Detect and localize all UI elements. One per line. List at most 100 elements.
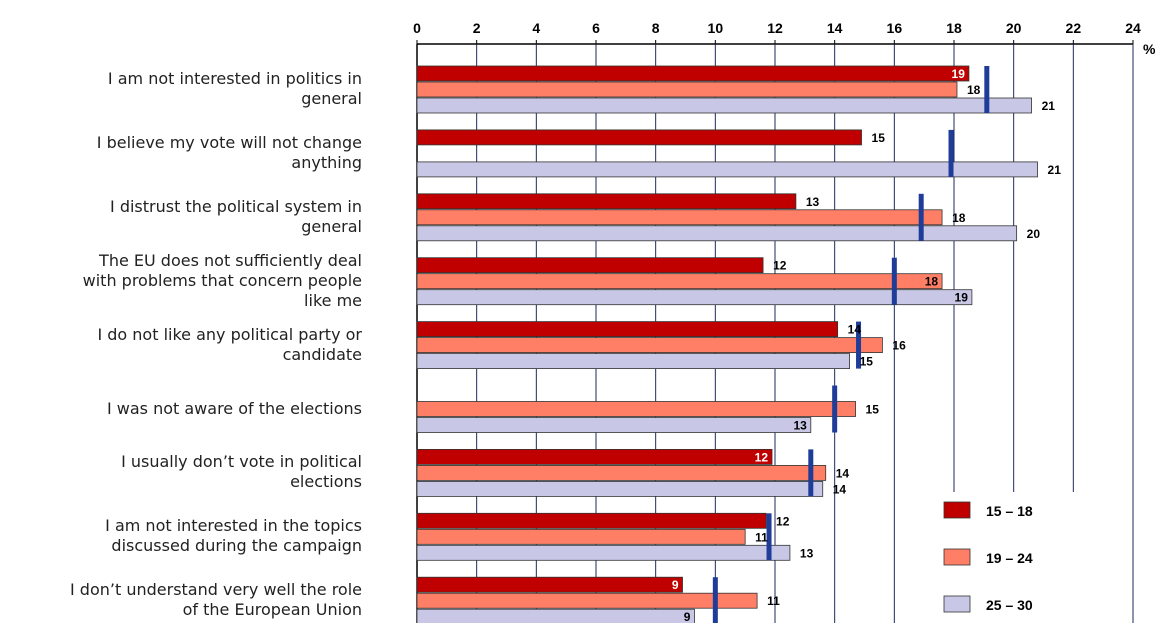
- value-label: 11: [767, 594, 780, 608]
- legend-label: 19 – 24: [986, 550, 1033, 566]
- average-marker: [918, 193, 924, 241]
- legend-swatch: [943, 595, 971, 613]
- value-label: 15: [860, 355, 874, 369]
- bar: [416, 480, 824, 497]
- x-tick-label: 4: [532, 20, 540, 36]
- value-label: 14: [848, 323, 862, 337]
- bar: [416, 81, 958, 98]
- category-label: I am not interested in the topics discuss…: [0, 516, 362, 556]
- bar: [416, 193, 797, 210]
- category-label-line: I don’t understand very well the role: [70, 580, 362, 600]
- legend-label: 15 – 18: [986, 503, 1033, 519]
- value-label: 15: [872, 131, 886, 145]
- category-label-line: elections: [290, 472, 362, 492]
- value-label: 19: [952, 67, 966, 81]
- tick-labels-layer: 0 2 4 6 8 10 12 14 16 18 20 22 24: [413, 20, 1141, 36]
- average-marker: [766, 513, 772, 561]
- average-marker: [856, 321, 862, 369]
- x-tick-label: 0: [413, 20, 421, 36]
- bar: [416, 337, 883, 354]
- average-marker: [948, 129, 954, 177]
- value-label: 19: [955, 291, 969, 305]
- value-label: 18: [952, 211, 966, 225]
- category-label-line: I am not interested in the topics: [105, 516, 362, 536]
- bar: [416, 65, 970, 82]
- x-tick-label: 18: [946, 20, 962, 36]
- category-label-line: The EU does not sufficiently deal: [99, 250, 362, 270]
- bar: [416, 209, 943, 226]
- bar: [416, 161, 1038, 178]
- category-label: I was not aware of the elections: [0, 399, 362, 419]
- category-label-line: I am not interested in politics in: [107, 69, 362, 88]
- value-label: 18: [925, 275, 939, 289]
- category-label: The EU does not sufficiently deal with pr…: [0, 251, 362, 311]
- value-label: 13: [800, 546, 814, 560]
- bar: [416, 353, 850, 370]
- value-label: 14: [836, 466, 850, 480]
- x-tick-label: 2: [473, 20, 481, 36]
- category-label: I usually don’t vote in political electio…: [0, 452, 362, 492]
- x-tick-label: 6: [592, 20, 600, 36]
- category-label: I do not like any political party or cand…: [0, 325, 362, 365]
- value-label: 14: [833, 482, 847, 496]
- value-label: 15: [866, 403, 880, 417]
- bar: [416, 417, 812, 433]
- x-tick-label: 22: [1066, 20, 1082, 36]
- legend-label: 25 – 30: [986, 597, 1033, 613]
- value-label: 11: [755, 530, 768, 544]
- legend-swatch: [943, 548, 971, 566]
- category-label-line: like me: [304, 290, 362, 310]
- value-labels-layer: 1918211521131820121819141615151312141412…: [672, 67, 1061, 623]
- bar: [416, 464, 827, 481]
- average-marker: [808, 449, 814, 497]
- bar: [416, 129, 862, 146]
- value-label: 16: [892, 339, 906, 353]
- legend: 15 – 18 19 – 24 25 – 30: [930, 492, 1100, 623]
- value-label: 12: [773, 259, 787, 273]
- category-label-line: I was not aware of the elections: [106, 398, 362, 418]
- category-label: I don’t understand very well the role of …: [0, 580, 362, 620]
- bar: [416, 448, 773, 465]
- x-tick-label: 16: [887, 20, 903, 36]
- category-label-line: I usually don’t vote in political: [121, 452, 362, 472]
- legend-swatch: [943, 501, 971, 519]
- bar: [416, 321, 839, 338]
- value-label: 12: [755, 450, 769, 464]
- value-label: 9: [684, 610, 691, 623]
- value-label: 21: [1042, 99, 1056, 113]
- category-label-line: general: [301, 216, 362, 236]
- bar: [416, 608, 695, 623]
- bar: [416, 528, 746, 545]
- unit-label: %: [1143, 41, 1156, 57]
- bar: [416, 512, 767, 529]
- value-label: 21: [1048, 163, 1062, 177]
- average-marker: [712, 577, 718, 623]
- value-label: 13: [793, 419, 807, 433]
- category-label-line: with problems that concern people: [82, 270, 362, 290]
- category-label-line: I distrust the political system in: [110, 196, 362, 216]
- value-label: 18: [967, 83, 981, 97]
- category-label-line: discussed during the campaign: [111, 536, 362, 556]
- bar: [416, 273, 943, 290]
- bar: [416, 544, 791, 561]
- category-label-line: anything: [291, 152, 362, 172]
- value-label: 12: [776, 514, 790, 528]
- bar: [416, 257, 764, 274]
- x-tick-label: 12: [767, 20, 783, 36]
- average-marker: [891, 257, 897, 305]
- bar: [416, 592, 758, 609]
- bar: [416, 401, 856, 417]
- bar: [416, 97, 1032, 114]
- category-label: I distrust the political system in genera…: [0, 197, 362, 237]
- x-tick-label: 10: [708, 20, 724, 36]
- x-tick-label: 8: [652, 20, 660, 36]
- value-label: 20: [1027, 227, 1041, 241]
- category-label-line: I do not like any political party or: [97, 324, 362, 344]
- bars-layer: [416, 65, 1038, 623]
- average-marker: [832, 385, 838, 433]
- category-label-line: of the European Union: [182, 600, 362, 620]
- x-tick-label: 20: [1006, 20, 1022, 36]
- category-label-line: candidate: [282, 344, 362, 364]
- bar: [416, 289, 973, 306]
